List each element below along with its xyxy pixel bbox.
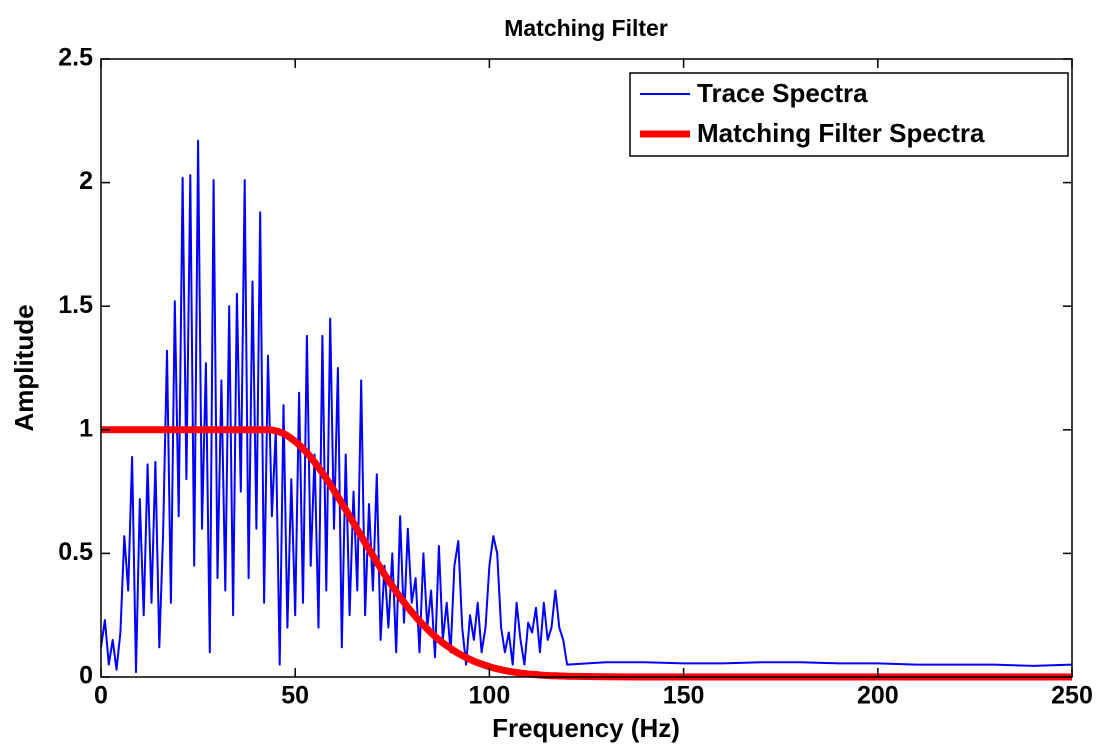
legend-box [629, 72, 1069, 157]
y-tick-label: 1 [79, 414, 93, 442]
y-tick-label: 1.5 [58, 291, 93, 319]
y-tick-label: 0 [79, 662, 93, 690]
y-tick-label: 0.5 [58, 538, 93, 566]
x-tick-label: 100 [469, 682, 511, 710]
x-tick-label: 200 [857, 682, 899, 710]
legend-label: Matching Filter Spectra [697, 118, 985, 148]
x-axis-label: Frequency (Hz) [492, 713, 680, 743]
x-tick-label: 0 [94, 682, 108, 710]
y-axis-label: Amplitude [9, 304, 39, 431]
series-line [101, 426, 1072, 681]
chart-title: Matching Filter [504, 15, 668, 41]
y-tick-label: 2 [79, 167, 93, 195]
legend-label: Trace Spectra [697, 78, 868, 108]
x-tick-label: 250 [1051, 682, 1093, 710]
axes-box [100, 58, 1073, 678]
y-tick-label: 2.5 [58, 44, 93, 72]
x-tick-label: 50 [281, 682, 309, 710]
x-tick-label: 150 [663, 682, 705, 710]
